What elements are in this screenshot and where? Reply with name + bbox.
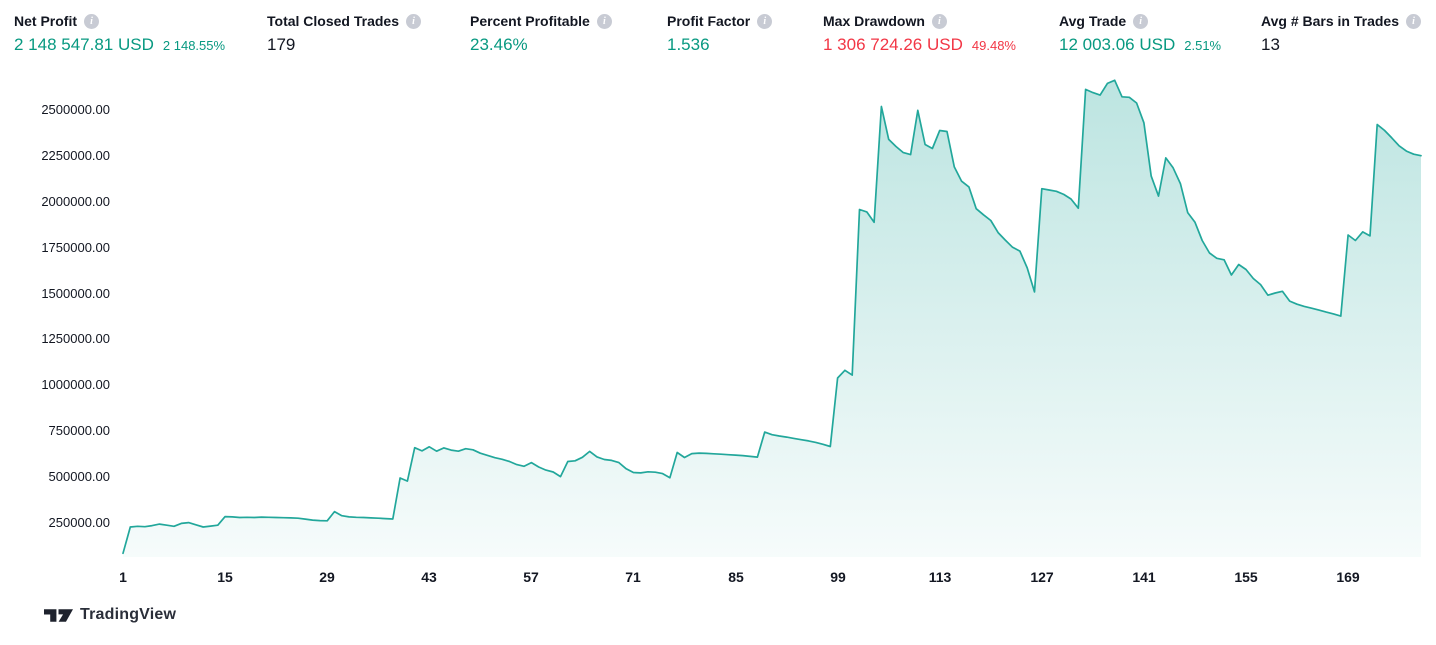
x-axis-label: 1 xyxy=(119,569,127,585)
stat-avg-trade: Avg Trade i 12 003.06 USD 2.51% xyxy=(1059,12,1221,55)
info-icon[interactable]: i xyxy=(757,13,773,29)
tradingview-logo-text: TradingView xyxy=(80,606,177,623)
y-axis-label: 1750000.00 xyxy=(41,240,110,255)
stat-value: 2 148 547.81 USD xyxy=(14,35,154,54)
stat-label: Total Closed Trades xyxy=(267,13,399,29)
stat-value: 179 xyxy=(267,35,296,54)
tradingview-attribution[interactable]: TradingView xyxy=(44,606,176,624)
y-axis-label: 1500000.00 xyxy=(41,286,110,301)
stat-label: Net Profit xyxy=(14,13,77,29)
info-icon[interactable]: i xyxy=(1133,13,1149,29)
stat-value: 1.536 xyxy=(667,35,710,54)
x-axis-label: 15 xyxy=(217,569,233,585)
stat-profit-factor: Profit Factor i 1.536 xyxy=(667,12,773,55)
equity-area-fill xyxy=(123,80,1421,558)
y-axis-label: 1000000.00 xyxy=(41,377,110,392)
stat-value: 1 306 724.26 USD xyxy=(823,35,963,54)
x-axis-label: 169 xyxy=(1336,569,1360,585)
equity-line xyxy=(122,79,1422,555)
stat-label: Profit Factor xyxy=(667,13,751,29)
y-axis-label: 2500000.00 xyxy=(41,102,110,117)
info-icon[interactable]: i xyxy=(931,13,947,29)
y-axis-label: 2000000.00 xyxy=(41,194,110,209)
stat-value: 13 xyxy=(1261,35,1280,54)
stat-sub-value: 49.48% xyxy=(971,38,1016,53)
info-icon[interactable]: i xyxy=(596,13,612,29)
stat-label: Avg # Bars in Trades xyxy=(1261,13,1399,29)
stat-value: 23.46% xyxy=(470,35,528,54)
stat-sub-value: 2 148.55% xyxy=(162,38,226,53)
info-icon[interactable]: i xyxy=(1405,13,1421,29)
x-axis-label: 99 xyxy=(830,569,846,585)
x-axis-label: 71 xyxy=(625,569,641,585)
stat-label: Percent Profitable xyxy=(470,13,590,29)
stat-max-drawdown: Max Drawdown i 1 306 724.26 USD 49.48% xyxy=(823,12,1016,55)
y-axis-label: 2250000.00 xyxy=(41,148,110,163)
stat-value: 12 003.06 USD xyxy=(1059,35,1176,54)
stat-sub-value: 2.51% xyxy=(1184,38,1222,53)
tradingview-logo-icon xyxy=(44,608,73,622)
stat-net-profit: Net Profit i 2 148 547.81 USD 2 148.55% xyxy=(14,12,225,55)
x-axis-label: 155 xyxy=(1234,569,1258,585)
y-axis-label: 1250000.00 xyxy=(41,331,110,346)
stat-avg-bars-in-trades: Avg # Bars in Trades i 13 xyxy=(1261,12,1421,55)
y-axis-label: 500000.00 xyxy=(48,469,110,484)
y-axis-label: 250000.00 xyxy=(48,515,110,530)
x-axis-label: 127 xyxy=(1030,569,1054,585)
info-icon[interactable]: i xyxy=(84,13,99,29)
y-axis-label: 750000.00 xyxy=(48,423,110,438)
x-axis-label: 85 xyxy=(728,569,744,585)
x-axis-label: 29 xyxy=(319,569,335,585)
stat-percent-profitable: Percent Profitable i 23.46% xyxy=(470,12,612,55)
stat-label: Max Drawdown xyxy=(823,13,925,29)
stat-total-closed-trades: Total Closed Trades i 179 xyxy=(267,12,421,55)
info-icon[interactable]: i xyxy=(406,13,421,29)
x-axis-label: 141 xyxy=(1132,569,1156,585)
x-axis-label: 57 xyxy=(523,569,539,585)
x-axis-label: 113 xyxy=(928,569,952,585)
x-axis-label: 43 xyxy=(421,569,437,585)
stat-label: Avg Trade xyxy=(1059,13,1127,29)
